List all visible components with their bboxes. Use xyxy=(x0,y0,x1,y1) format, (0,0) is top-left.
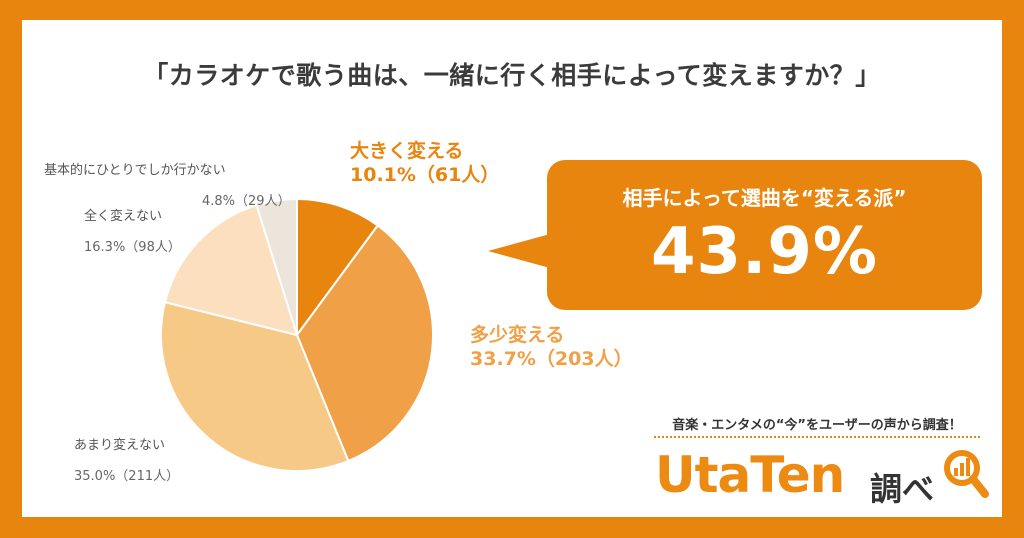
magnifier-chart-icon xyxy=(944,450,989,498)
pie-slice-amari xyxy=(160,300,350,472)
slice-label-mattaku: 全く変えない 16.3%（98人） xyxy=(84,209,181,255)
slice-label-amari: あまり変えない 35.0%（211人） xyxy=(74,438,180,484)
callout-value: 43.9% xyxy=(650,215,879,289)
infographic-card: 「カラオケで歌う曲は、一緒に行く相手によって変えますか？」 大きく変える 10.… xyxy=(22,20,1002,517)
brand-logo-sub: 調べ xyxy=(870,470,935,508)
slice-label-hitori: 基本的にひとりでしか行かない 4.8%（29人） xyxy=(44,163,291,209)
slice-label-daikiku: 大きく変える 10.1%（61人） xyxy=(350,140,500,186)
slice-label-tashou: 多少変える 33.7%（203人） xyxy=(470,324,633,370)
tagline: 音楽・エンタメの“今”をユーザーの声から調査！ xyxy=(672,418,962,433)
callout-heading: 相手によって選曲を“変える派” xyxy=(622,186,907,210)
pie-slice-mattaku xyxy=(163,203,299,337)
brand-logo-text: UtaTen xyxy=(655,446,845,504)
pie-slice-tashou xyxy=(295,224,434,463)
pie-slice-hitori xyxy=(255,197,298,336)
callout-pointer xyxy=(488,234,550,268)
summary-callout: 相手によって選曲を“変える派” 43.9% xyxy=(547,160,982,310)
page-title: 「カラオケで歌う曲は、一緒に行く相手によって変えますか？」 xyxy=(143,61,881,90)
pie-chart xyxy=(160,197,434,472)
dotted-divider xyxy=(654,436,980,438)
pie-slice-daikiku xyxy=(296,197,380,339)
